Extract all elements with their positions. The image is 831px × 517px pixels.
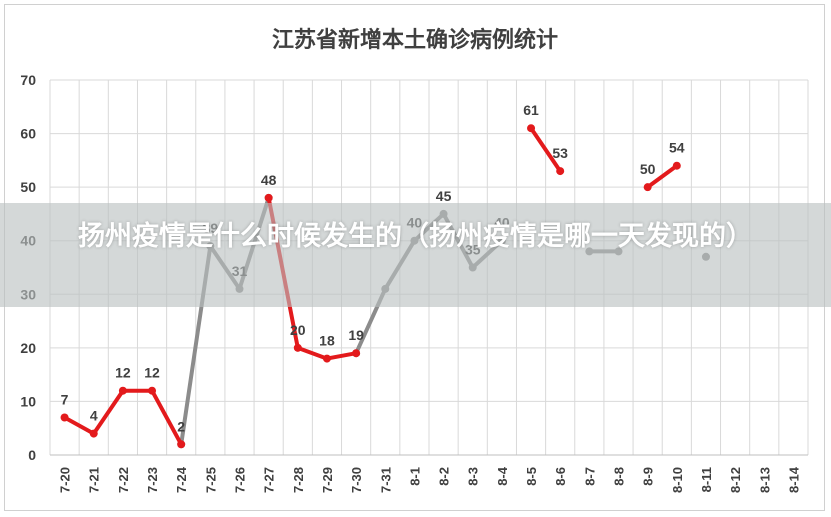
data-point [293,343,302,352]
x-tick-label: 7-23 [145,467,160,493]
x-tick-label: 7-27 [262,467,277,493]
series-line [62,388,184,447]
series-line [529,126,563,174]
x-tick-label: 8-11 [699,467,714,492]
data-label: 2 [177,418,185,434]
data-point [527,124,536,133]
data-label: 12 [144,365,160,381]
x-tick-label: 7-29 [320,467,335,493]
data-label: 19 [348,327,364,343]
data-label: 7 [61,392,69,408]
x-tick-label: 8-4 [495,466,510,486]
y-tick-label: 0 [28,447,36,463]
data-point [177,440,186,449]
x-tick-label: 8-6 [553,467,568,486]
data-label: 61 [523,102,539,118]
data-label: 50 [640,161,656,177]
x-axis-ticks: 7-20 7-21 7-22 7-23 7-24 7-25 7-26 7-27 7-28 7-29… [58,466,802,493]
data-label: 18 [319,333,335,349]
data-point [60,413,69,422]
x-tick-label: 8-13 [757,467,772,493]
data-label: 12 [115,365,131,381]
article-title: 扬州疫情是什么时候发生的（扬州疫情是哪一天发现的） [78,221,753,252]
x-tick-label: 8-8 [612,467,627,486]
x-tick-label: 8-14 [786,466,801,493]
x-tick-label: 7-24 [174,466,189,493]
x-tick-label: 7-28 [291,467,306,493]
x-tick-label: 7-30 [349,467,364,493]
x-tick-label: 8-2 [437,467,452,486]
x-tick-label: 7-25 [203,467,218,493]
x-tick-label: 8-1 [407,467,422,486]
series-line [645,163,679,190]
y-tick-label: 60 [20,126,36,142]
data-point [352,349,361,358]
chart-title: 江苏省新增本土确诊病例统计 [272,27,558,53]
y-tick-label: 20 [20,340,36,356]
title-overlay-band [0,203,831,307]
data-point [264,193,273,202]
x-tick-label: 8-12 [728,467,743,493]
y-tick-label: 50 [20,179,36,195]
data-point [556,167,565,176]
x-tick-label: 7-31 [378,467,393,493]
data-label: 48 [261,172,277,188]
x-tick-label: 7-21 [87,467,102,493]
data-point [643,183,652,192]
data-label: 20 [290,322,306,338]
data-point [322,354,331,363]
x-tick-label: 8-9 [641,467,656,486]
data-label: 45 [436,188,452,204]
x-tick-label: 8-7 [582,467,597,486]
data-point [89,429,98,438]
data-point [118,386,127,395]
x-tick-label: 8-5 [524,467,539,486]
y-tick-label: 10 [20,393,36,409]
x-tick-label: 7-22 [116,467,131,493]
data-point [148,386,157,395]
x-tick-label: 8-10 [670,467,685,493]
data-label: 53 [552,145,568,161]
x-tick-label: 8-3 [466,467,481,486]
y-tick-label: 70 [20,72,36,88]
data-label: 54 [669,140,685,156]
x-tick-label: 7-26 [233,467,248,493]
data-point [672,161,681,170]
series-2 [60,124,681,449]
x-tick-label: 7-20 [58,467,73,493]
data-label: 4 [90,408,98,424]
